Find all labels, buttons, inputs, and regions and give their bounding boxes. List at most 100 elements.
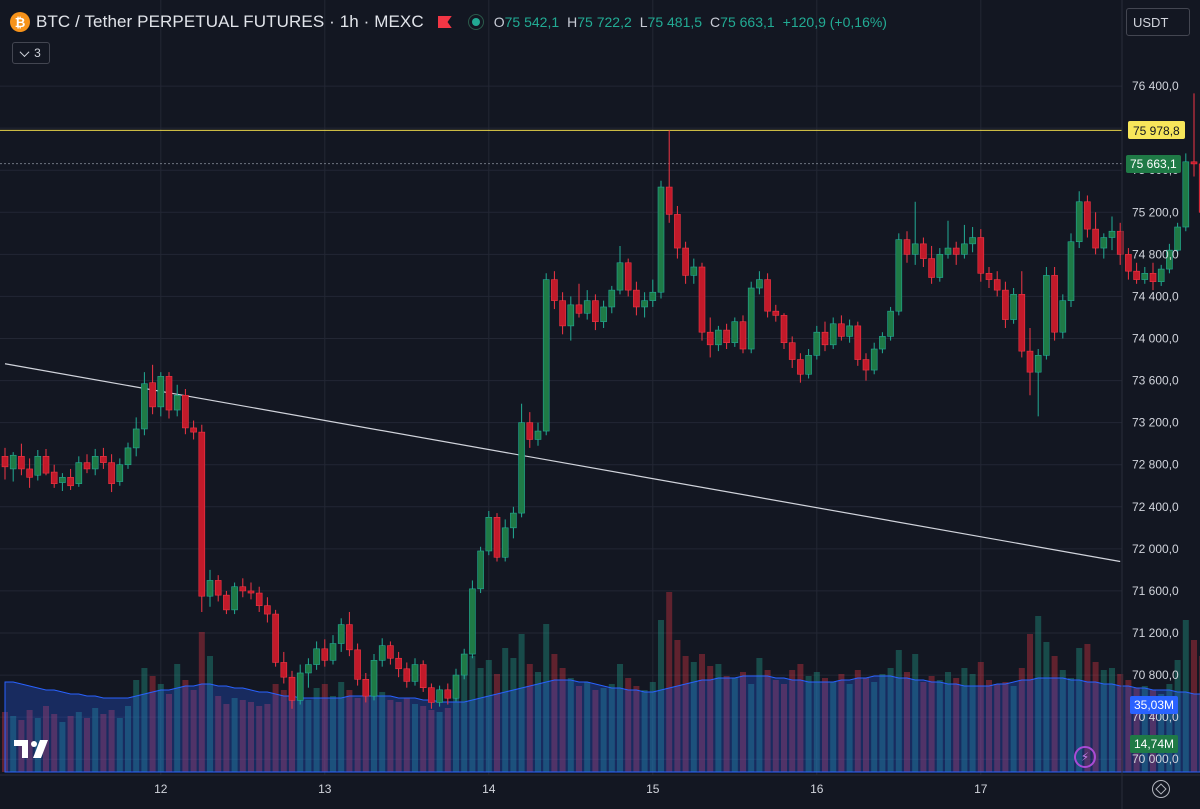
candle-body bbox=[321, 648, 329, 661]
volume-bar bbox=[1084, 644, 1091, 772]
volume-bar bbox=[535, 672, 541, 772]
candle-body bbox=[895, 239, 903, 312]
candle-body bbox=[165, 376, 173, 411]
candle bbox=[756, 271, 763, 295]
candle bbox=[649, 279, 657, 307]
candle-body bbox=[813, 331, 821, 356]
candle bbox=[460, 648, 468, 680]
candle-body bbox=[18, 456, 25, 470]
candle-body bbox=[501, 527, 509, 558]
candle bbox=[1116, 222, 1124, 265]
candle bbox=[354, 643, 361, 686]
candle bbox=[477, 546, 484, 594]
volume-bar bbox=[125, 706, 131, 772]
volume-bar bbox=[157, 684, 164, 772]
candle-body bbox=[346, 624, 353, 651]
candle bbox=[280, 651, 288, 684]
market-status-icon[interactable] bbox=[467, 14, 484, 30]
volume-bar bbox=[338, 682, 345, 772]
candle-body bbox=[600, 306, 607, 322]
candle bbox=[879, 332, 886, 354]
candle bbox=[682, 241, 689, 284]
volume-bar bbox=[248, 702, 254, 772]
volume-bar bbox=[756, 658, 763, 772]
candle-body bbox=[395, 657, 402, 670]
close-label: C bbox=[710, 14, 721, 30]
candle-body bbox=[198, 431, 206, 597]
candle bbox=[239, 578, 247, 598]
candle bbox=[575, 283, 583, 318]
candle bbox=[182, 388, 189, 435]
price-tick-label: 74 400,0 bbox=[1132, 289, 1179, 303]
volume-bar bbox=[1166, 684, 1173, 772]
tradingview-logo[interactable] bbox=[14, 738, 54, 760]
candle-body bbox=[903, 239, 911, 255]
volume-bar bbox=[977, 662, 984, 772]
lightning-icon[interactable]: ⚡ bbox=[1074, 746, 1096, 768]
candle-body bbox=[616, 262, 624, 291]
candle bbox=[993, 271, 1001, 297]
candle bbox=[600, 300, 607, 328]
candle-body bbox=[870, 348, 878, 371]
volume-bar bbox=[1059, 670, 1066, 772]
candle-body bbox=[1108, 230, 1116, 238]
flag-icon[interactable] bbox=[438, 16, 452, 28]
settings-icon[interactable] bbox=[1152, 780, 1170, 798]
candle bbox=[403, 662, 411, 688]
volume-bar bbox=[1141, 686, 1148, 772]
volume-bar bbox=[674, 640, 681, 772]
price-tick-label: 73 200,0 bbox=[1132, 416, 1179, 430]
volume-bar bbox=[543, 624, 550, 772]
volume-bar bbox=[149, 676, 156, 772]
volume-bar bbox=[863, 678, 869, 772]
volume-bar bbox=[84, 718, 90, 772]
candle-body bbox=[157, 376, 165, 408]
indicators-toggle-button[interactable]: 3 bbox=[12, 42, 50, 64]
candle bbox=[542, 273, 550, 436]
candle bbox=[411, 658, 419, 686]
low-label: L bbox=[639, 14, 648, 30]
date-tick-label: 16 bbox=[810, 782, 824, 796]
volume-bar bbox=[1018, 668, 1025, 772]
candle-body bbox=[993, 279, 1001, 291]
candle-body bbox=[50, 471, 58, 484]
candle-body bbox=[706, 331, 714, 346]
candle-body bbox=[936, 254, 944, 278]
candle bbox=[559, 292, 566, 335]
candle-body bbox=[1157, 268, 1165, 283]
volume-bar bbox=[838, 674, 845, 772]
candle bbox=[1092, 212, 1099, 255]
candle bbox=[534, 422, 542, 446]
candle-body bbox=[641, 300, 648, 308]
volume-last-tag: 14,74M bbox=[1130, 735, 1179, 753]
volume-bar bbox=[108, 710, 115, 772]
price-tick-label: 72 000,0 bbox=[1132, 542, 1179, 556]
trend-line[interactable] bbox=[4, 363, 1121, 563]
candle-body bbox=[665, 186, 673, 215]
currency-button[interactable]: USDT bbox=[1126, 8, 1190, 36]
time-axis[interactable]: 12 13 14 15 16 17 bbox=[154, 782, 988, 796]
candle-body bbox=[149, 382, 156, 408]
symbol-title[interactable]: BTC / Tether PERPETUAL FUTURES · 1h · ME… bbox=[36, 12, 424, 31]
volume-bar bbox=[1010, 686, 1017, 772]
candle-body bbox=[116, 464, 124, 482]
candle-body bbox=[1051, 275, 1058, 333]
candle bbox=[157, 372, 165, 417]
candle bbox=[1157, 264, 1165, 286]
close-value: 75 663,1 bbox=[720, 14, 775, 30]
volume-bar bbox=[10, 716, 17, 772]
volume-bar bbox=[822, 678, 828, 772]
price-tick-label: 71 200,0 bbox=[1132, 626, 1179, 640]
candle bbox=[141, 372, 148, 436]
candle bbox=[329, 635, 337, 665]
bitcoin-icon: ₿ bbox=[10, 12, 30, 32]
candle-body bbox=[772, 310, 780, 316]
candle-body bbox=[821, 331, 829, 346]
candle bbox=[337, 618, 345, 652]
candle bbox=[395, 651, 402, 678]
candle-body bbox=[272, 613, 279, 663]
candle-body bbox=[690, 266, 698, 276]
candle-body bbox=[854, 325, 862, 360]
candle bbox=[1100, 233, 1108, 259]
